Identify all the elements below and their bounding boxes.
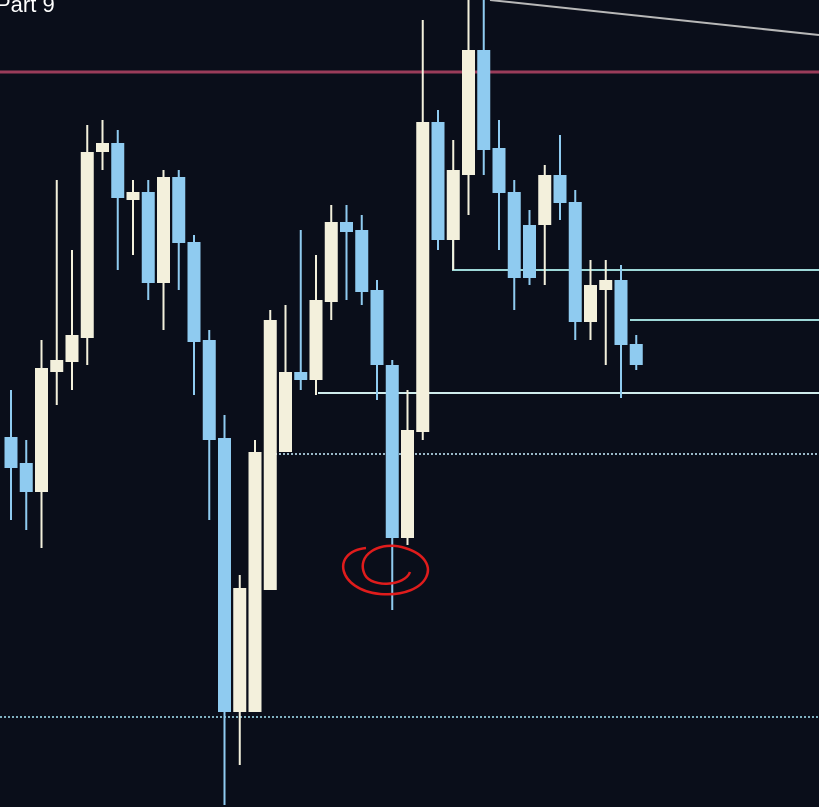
- trend-line: [489, 0, 819, 36]
- candle-body: [553, 175, 567, 203]
- candle-body: [19, 463, 33, 492]
- candle-body: [416, 122, 430, 432]
- candle-body: [65, 335, 79, 362]
- candle-body: [248, 452, 262, 712]
- candle-body: [126, 192, 140, 200]
- candle-body: [370, 290, 384, 365]
- candle-body: [401, 430, 414, 538]
- candle-body: [538, 175, 552, 225]
- candle-body: [202, 340, 216, 440]
- candle-body: [279, 372, 292, 452]
- candle-body: [431, 122, 445, 240]
- candle-body: [263, 320, 277, 590]
- candle-body: [80, 152, 94, 338]
- candle-body: [462, 50, 475, 175]
- candles: [4, 0, 643, 805]
- candle-body: [309, 300, 323, 380]
- candle-body: [584, 285, 597, 322]
- candle-body: [4, 437, 18, 468]
- candle-body: [614, 280, 628, 345]
- candle-body: [324, 222, 338, 302]
- circle-annotation: [341, 544, 430, 596]
- candle-body: [96, 143, 109, 152]
- candle-body: [340, 222, 353, 232]
- candle-body: [568, 202, 582, 322]
- candle-body: [187, 242, 201, 342]
- candle-body: [233, 588, 247, 712]
- candle-body: [523, 225, 536, 278]
- candle-body: [294, 372, 308, 380]
- candle-body: [492, 148, 506, 193]
- candle-body: [157, 177, 170, 283]
- candle-body: [629, 344, 643, 365]
- candle-body: [141, 192, 155, 283]
- candle-body: [172, 177, 186, 243]
- candle-body: [111, 143, 125, 198]
- candle-body: [35, 368, 48, 492]
- chart-title: Part 9: [0, 0, 55, 17]
- candle-body: [385, 365, 399, 538]
- candle-body: [355, 230, 369, 292]
- candle-body: [599, 280, 613, 290]
- candle-body: [446, 170, 460, 240]
- candle-body: [477, 50, 491, 150]
- candle-body: [50, 360, 64, 372]
- candle-body: [507, 192, 521, 278]
- candle-body: [218, 438, 231, 712]
